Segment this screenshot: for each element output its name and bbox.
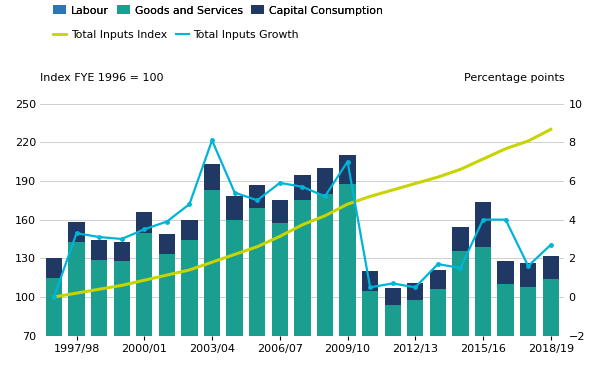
Bar	[249, 208, 265, 339]
Legend: Labour, Goods and Services, Capital Consumption: Labour, Goods and Services, Capital Cons…	[53, 6, 383, 15]
Text: Percentage points: Percentage points	[464, 73, 565, 83]
Bar	[294, 175, 311, 200]
Bar	[226, 220, 243, 344]
Bar	[181, 354, 197, 369]
Bar	[204, 338, 220, 369]
Bar	[430, 270, 446, 289]
Bar	[520, 287, 536, 369]
Bar	[204, 164, 220, 190]
Bar	[159, 234, 175, 255]
Bar	[362, 290, 378, 369]
Bar	[91, 358, 107, 369]
Bar	[340, 336, 356, 369]
Bar	[497, 284, 514, 369]
Bar	[46, 258, 62, 277]
Bar	[294, 200, 311, 338]
Bar	[136, 212, 152, 232]
Bar	[272, 224, 288, 342]
Bar	[317, 168, 333, 194]
Bar	[159, 355, 175, 369]
Bar	[520, 263, 536, 287]
Bar	[181, 240, 197, 354]
Bar	[430, 289, 446, 369]
Bar	[317, 194, 333, 338]
Bar	[452, 251, 469, 369]
Bar	[181, 220, 197, 240]
Bar	[340, 155, 356, 183]
Bar	[204, 190, 220, 338]
Bar	[475, 201, 491, 247]
Bar	[272, 200, 288, 224]
Bar	[542, 279, 559, 369]
Bar	[136, 232, 152, 351]
Bar	[542, 256, 559, 279]
Bar	[362, 271, 378, 290]
Bar	[385, 288, 401, 305]
Bar	[68, 355, 85, 369]
Bar	[340, 183, 356, 336]
Bar	[317, 338, 333, 369]
Bar	[452, 227, 469, 251]
Bar	[226, 344, 243, 369]
Bar	[68, 222, 85, 242]
Bar	[407, 300, 424, 369]
Bar	[294, 338, 311, 369]
Bar	[272, 342, 288, 369]
Bar	[91, 240, 107, 260]
Bar	[46, 277, 62, 362]
Bar	[113, 242, 130, 261]
Bar	[385, 305, 401, 369]
Bar	[497, 261, 514, 284]
Bar	[407, 283, 424, 300]
Bar	[226, 196, 243, 220]
Bar	[249, 339, 265, 369]
Bar	[46, 362, 62, 369]
Bar	[249, 185, 265, 208]
Bar	[159, 255, 175, 355]
Bar	[113, 359, 130, 369]
Text: Index FYE 1996 = 100: Index FYE 1996 = 100	[40, 73, 164, 83]
Bar	[113, 261, 130, 359]
Bar	[91, 260, 107, 358]
Legend: Total Inputs Index, Total Inputs Growth: Total Inputs Index, Total Inputs Growth	[53, 30, 298, 39]
Bar	[475, 247, 491, 369]
Bar	[136, 351, 152, 369]
Bar	[68, 242, 85, 355]
